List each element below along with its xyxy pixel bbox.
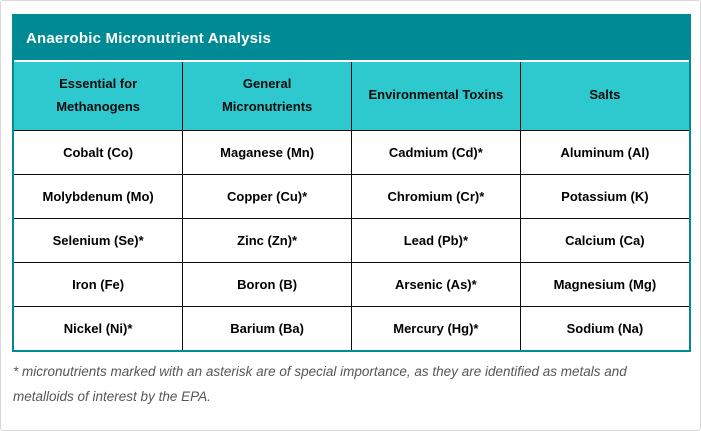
table-row: Selenium (Se)* Zinc (Zn)* Lead (Pb)* Cal… xyxy=(14,217,689,263)
table-cell: Cobalt (Co) xyxy=(14,129,184,175)
table-cell: Sodium (Na) xyxy=(519,305,689,350)
column-header-salts: Salts xyxy=(519,62,689,131)
table-cell: Iron (Fe) xyxy=(14,261,184,307)
table-cell: Barium (Ba) xyxy=(182,305,352,350)
table-cell: Maganese (Mn) xyxy=(182,129,352,175)
header-row: Essential for Methanogens General Micron… xyxy=(14,62,689,131)
column-header-essential-for-methanogens: Essential for Methanogens xyxy=(14,62,184,131)
table-cell: Copper (Cu)* xyxy=(182,173,352,219)
table-cell: Nickel (Ni)* xyxy=(14,305,184,350)
column-header-environmental-toxins: Environmental Toxins xyxy=(351,62,521,131)
footnote: * micronutrients marked with an asterisk… xyxy=(13,364,627,404)
table-row: Iron (Fe) Boron (B) Arsenic (As)* Magnes… xyxy=(14,261,689,307)
table-cell: Lead (Pb)* xyxy=(351,217,521,263)
table-cell: Aluminum (Al) xyxy=(519,129,689,175)
table-row: Cobalt (Co) Maganese (Mn) Cadmium (Cd)* … xyxy=(14,129,689,175)
table-row: Molybdenum (Mo) Copper (Cu)* Chromium (C… xyxy=(14,173,689,219)
table-cell: Molybdenum (Mo) xyxy=(14,173,184,219)
table-cell: Mercury (Hg)* xyxy=(351,305,521,350)
table-cell: Selenium (Se)* xyxy=(14,217,184,263)
micronutrient-table-container: Anaerobic Micronutrient Analysis Essenti… xyxy=(12,14,691,352)
table-cell: Chromium (Cr)* xyxy=(351,173,521,219)
table-cell: Boron (B) xyxy=(182,261,352,307)
table-cell: Calcium (Ca) xyxy=(519,217,689,263)
table-cell: Cadmium (Cd)* xyxy=(351,129,521,175)
table-row: Nickel (Ni)* Barium (Ba) Mercury (Hg)* S… xyxy=(14,305,689,350)
table-title: Anaerobic Micronutrient Analysis xyxy=(26,29,272,47)
column-header-general-micronutrients: General Micronutrients xyxy=(182,62,352,131)
micronutrient-table: Essential for Methanogens General Micron… xyxy=(14,62,689,350)
table-title-bar: Anaerobic Micronutrient Analysis xyxy=(14,16,689,62)
table-cell: Zinc (Zn)* xyxy=(182,217,352,263)
table-cell: Arsenic (As)* xyxy=(351,261,521,307)
table-cell: Potassium (K) xyxy=(519,173,689,219)
table-cell: Magnesium (Mg) xyxy=(519,261,689,307)
